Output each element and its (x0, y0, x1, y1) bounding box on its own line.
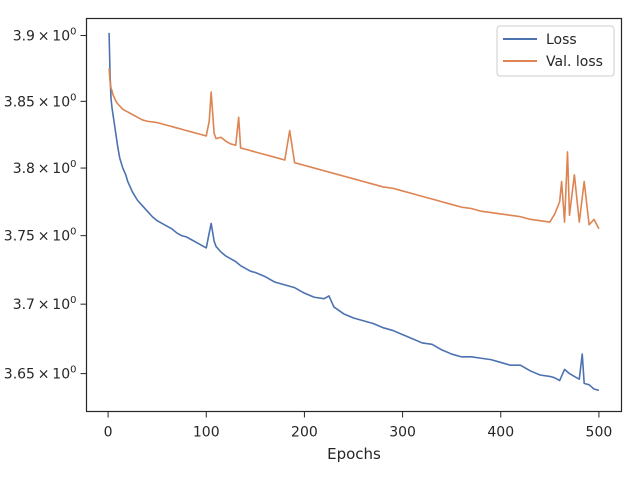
x-tick-label: 0 (104, 425, 113, 441)
y-tick-mantissa: 3.85 (4, 94, 35, 110)
series-line-loss (108, 32, 600, 392)
y-tick-base: 10 (52, 94, 70, 110)
y-tick-exponent: 0 (70, 26, 76, 37)
series-layer (108, 32, 600, 392)
y-tick-base: 10 (52, 229, 70, 245)
x-tick-label: 300 (389, 425, 416, 441)
y-tick-mantissa: 3.9 (13, 28, 35, 44)
y-tick-label: 3.7 × 100 (13, 295, 77, 313)
y-tick-label: 3.8 × 100 (13, 159, 77, 177)
y-tick-exponent: 0 (70, 92, 76, 103)
y-tick-base: 10 (52, 297, 70, 313)
y-tick-label: 3.85 × 100 (4, 92, 77, 110)
y-tick-exponent: 0 (70, 295, 76, 306)
legend: Loss Val. loss (496, 25, 615, 77)
x-tick-label: 100 (193, 425, 220, 441)
legend-label-val-loss: Val. loss (546, 54, 603, 70)
series-line-val-loss (108, 68, 600, 230)
y-tick-exponent: 0 (70, 159, 76, 170)
y-tick-exponent: 0 (70, 227, 76, 238)
y-tick-mantissa: 3.8 (13, 161, 35, 177)
x-tick-label: 400 (487, 425, 514, 441)
plot-frame (85, 17, 623, 413)
y-tick-mantissa: 3.65 (4, 367, 35, 383)
y-tick-base: 10 (52, 28, 70, 44)
y-tick-base: 10 (52, 161, 70, 177)
y-tick-base: 10 (52, 367, 70, 383)
y-tick-mantissa: 3.75 (4, 229, 35, 245)
y-tick-label: 3.75 × 100 (4, 227, 77, 245)
y-tick-label: 3.65 × 100 (4, 365, 77, 383)
x-axis: 0 100 200 300 400 500 (104, 411, 613, 441)
x-tick-label: 200 (291, 425, 318, 441)
y-tick-mantissa: 3.7 (13, 297, 35, 313)
x-tick-label: 500 (586, 425, 613, 441)
legend-label-loss: Loss (546, 32, 577, 48)
y-tick-exponent: 0 (70, 365, 76, 376)
y-tick-label: 3.9 × 100 (13, 26, 77, 44)
x-axis-title: Epochs (327, 445, 381, 463)
